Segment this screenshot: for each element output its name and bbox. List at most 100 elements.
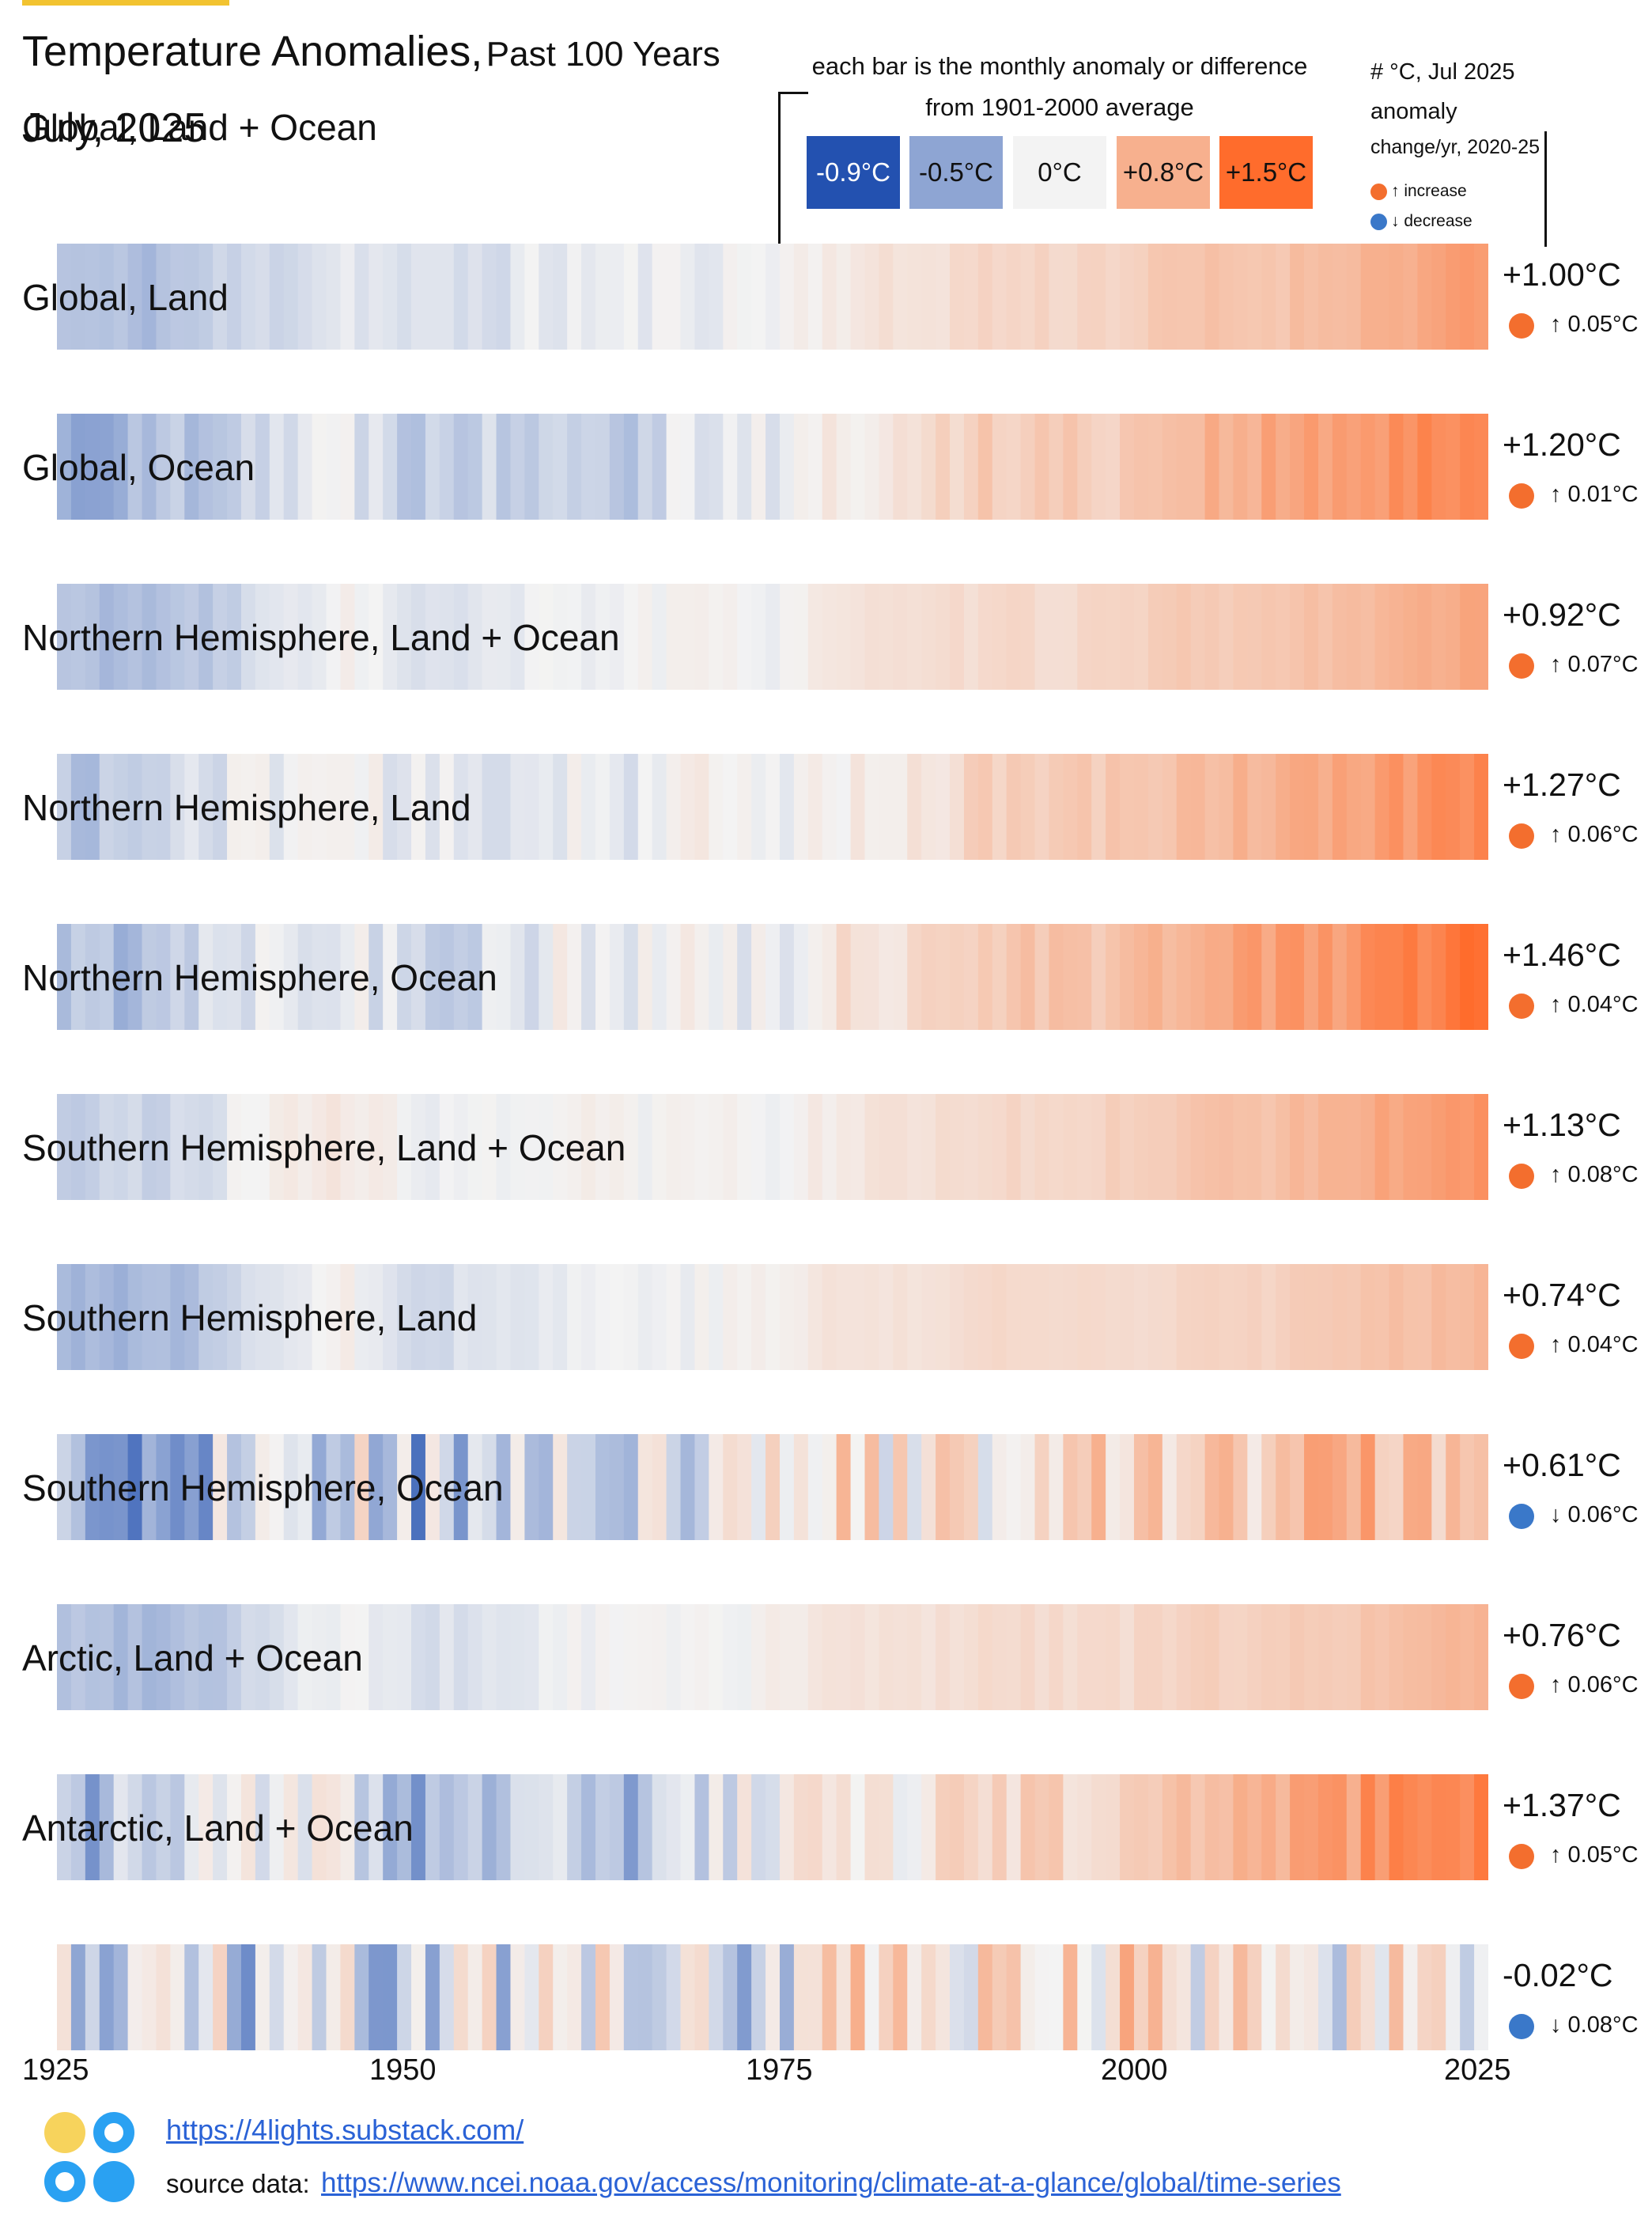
stripe-bar: [567, 754, 582, 860]
stripe-bar: [807, 584, 823, 690]
stripe-bar: [1162, 414, 1178, 520]
stripe-bar: [57, 754, 72, 860]
x-tick-1975: 1975: [746, 2053, 813, 2087]
stripe-bar: [142, 584, 157, 690]
stripe-bar: [383, 1264, 398, 1370]
stripe-bar: [850, 1774, 866, 1880]
stripe-bar: [751, 244, 766, 350]
stripe-bar: [1389, 1434, 1404, 1540]
stripe-bar: [1063, 1264, 1078, 1370]
stripe-bar: [1374, 1944, 1390, 2050]
stripe-bar: [963, 754, 979, 860]
stripe-bar: [1219, 584, 1234, 690]
stripe-bar: [1374, 754, 1390, 860]
x-tick-1950: 1950: [369, 2053, 437, 2087]
stripe-bar: [992, 1434, 1007, 1540]
stripe-bar: [99, 1604, 115, 1710]
stripe-bar: [1332, 584, 1348, 690]
stripe-bar: [751, 754, 766, 860]
stripe-bar: [1006, 1434, 1022, 1540]
stripe-bar: [1020, 1264, 1036, 1370]
stripe-bar: [936, 1604, 951, 1710]
stripe-bar: [1360, 754, 1376, 860]
stripe-bar: [1106, 1604, 1121, 1710]
stripe-bar: [666, 1094, 682, 1200]
stripe-bar: [1077, 1264, 1092, 1370]
stripe-bar: [524, 1094, 539, 1200]
stripe-bar: [312, 1604, 327, 1710]
stripe-bar: [807, 1944, 823, 2050]
date-label: July, 2025: [22, 105, 207, 151]
stripe-bar: [652, 1264, 667, 1370]
source-data-link[interactable]: https://www.ncei.noaa.gov/access/monitor…: [321, 2167, 1341, 2198]
stripe-bar: [142, 414, 157, 520]
stripe-bar: [694, 754, 709, 860]
stripe-bar: [312, 584, 327, 690]
stripe-bar: [170, 1944, 185, 2050]
legend-caption-line-2: from 1901-2000 average: [925, 93, 1194, 121]
stripe-bar: [383, 924, 398, 1030]
stripe-bar: [57, 1604, 72, 1710]
stripe-bar: [623, 924, 639, 1030]
stripe-bar: [411, 1264, 426, 1370]
stripe-bar: [170, 1094, 185, 1200]
stripe-bar: [950, 584, 965, 690]
anomaly-value: +1.27°C: [1503, 766, 1621, 803]
stripe-bar: [666, 584, 682, 690]
stripe-bar: [1120, 1774, 1135, 1880]
stripe-bar: [623, 244, 639, 350]
stripe-bar: [1020, 414, 1036, 520]
stripe-bar: [524, 1944, 539, 2050]
stripe-bar: [142, 244, 157, 350]
stripe-bar: [1389, 1604, 1404, 1710]
stripe-bar: [807, 1434, 823, 1540]
stripe-bar: [255, 1774, 270, 1880]
stripe-bar: [1049, 924, 1064, 1030]
stripe-bar: [240, 1264, 256, 1370]
stripe-bar: [1006, 1604, 1022, 1710]
title-subtitle: Past 100 Years: [486, 35, 720, 74]
stripe-bar: [1290, 754, 1305, 860]
stripe-bar: [240, 1434, 256, 1540]
stripe-bar: [1049, 1774, 1064, 1880]
site-link[interactable]: https://4lights.substack.com/: [166, 2114, 524, 2146]
stripe-bar: [326, 754, 342, 860]
stripe-bar: [1431, 1264, 1446, 1370]
stripe-bar: [963, 1944, 979, 2050]
key-bracket: [1544, 131, 1547, 247]
stripe-bar: [312, 754, 327, 860]
stripe-bar: [1106, 754, 1121, 860]
stripe-bar: [836, 414, 852, 520]
stripe-bar: [595, 584, 611, 690]
stripe-bar: [496, 1774, 512, 1880]
stripe-bar: [397, 1604, 412, 1710]
stripe-bar: [1091, 584, 1106, 690]
stripe-bar: [1374, 1604, 1390, 1710]
stripe-bar: [1063, 584, 1078, 690]
stripe-bar: [723, 1094, 738, 1200]
x-tick-2025: 2025: [1444, 2053, 1511, 2087]
stripe-bar: [977, 1264, 993, 1370]
stripe-bar: [977, 1604, 993, 1710]
stripe-bar: [1276, 1434, 1291, 1540]
stripe-bar: [1247, 1264, 1262, 1370]
stripe-bar: [170, 244, 185, 350]
stripe-bar: [482, 1094, 497, 1200]
stripe-bar: [1162, 754, 1178, 860]
stripe-bar: [170, 1774, 185, 1880]
stripe-bar: [369, 924, 384, 1030]
logo-circle-ring-bottom: [44, 2161, 85, 2202]
stripe-bar: [637, 1944, 653, 2050]
stripe-bar: [1304, 1434, 1319, 1540]
stripe-bar: [1431, 1094, 1446, 1200]
stripe-bar: [950, 924, 965, 1030]
stripe-bar: [127, 1604, 143, 1710]
logo: [44, 2112, 138, 2205]
increase-dot-icon: [1509, 1334, 1534, 1359]
trend-value: ↑ 0.08°C: [1550, 1162, 1639, 1187]
stripe-bar: [581, 754, 596, 860]
stripe-bar: [1133, 1264, 1149, 1370]
stripe-bar: [1417, 1944, 1432, 2050]
stripe-bar: [1204, 1604, 1220, 1710]
stripe-bar: [326, 1774, 342, 1880]
